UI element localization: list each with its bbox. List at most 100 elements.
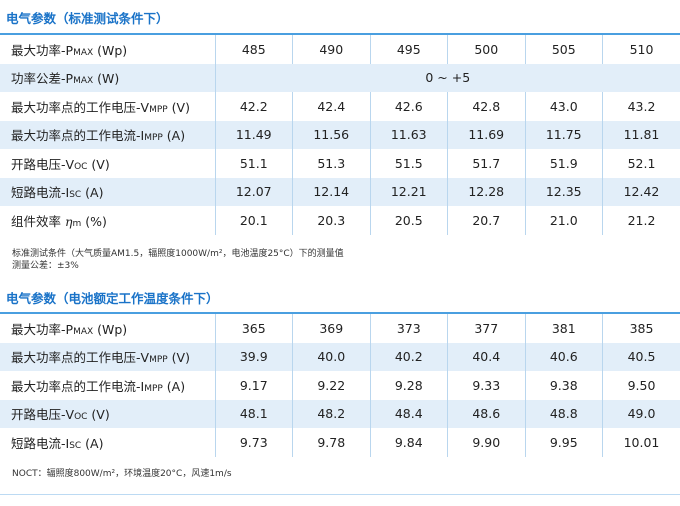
parameter-subscript: MAX <box>73 47 94 58</box>
table-cell: 43.2 <box>602 92 680 121</box>
table-cell: 51.9 <box>524 149 603 178</box>
table-cell: 9.33 <box>447 371 525 400</box>
table-cell: 40.5 <box>602 342 680 371</box>
parameter-label: 最大功率点的工作电压-VMPP (V) <box>0 92 215 121</box>
table-cell: 42.2 <box>214 92 293 121</box>
parameter-subscript: MPP <box>144 133 163 144</box>
parameter-subscript: MPP <box>149 355 168 366</box>
parameter-subscript: OC <box>74 412 88 423</box>
stc-tolerance-note: 测量公差：±3% <box>12 261 79 271</box>
parameter-name: 开路电压-V <box>11 407 75 423</box>
table-cell: 9.73 <box>214 428 293 457</box>
table-cell: 12.28 <box>447 177 525 206</box>
parameter-unit: (V) <box>167 350 190 366</box>
parameter-unit: (V) <box>87 156 110 172</box>
table-row: 短路电流-ISC (A) 12.07 12.14 12.21 12.28 12.35 12.… <box>0 177 680 206</box>
parameter-unit: (V) <box>167 99 190 115</box>
parameter-name: 短路电流-I <box>11 185 70 201</box>
parameter-subscript: MAX <box>73 326 94 337</box>
table-cell: 42.8 <box>447 92 525 121</box>
table-row: 最大功率点的工作电压-VMPP (V) 39.9 40.0 40.2 40.4 40.6 4… <box>0 342 680 371</box>
table-cell: 11.75 <box>524 120 603 149</box>
table-cell: 48.4 <box>369 399 448 428</box>
table-cell: 9.28 <box>369 371 448 400</box>
table-cell: 11.63 <box>369 120 448 149</box>
parameter-name: 功率公差-P <box>11 71 74 87</box>
parameter-label: 最大功率点的工作电压-VMPP (V) <box>0 342 215 371</box>
table-row: 最大功率点的工作电流-IMPP (A) 11.49 11.56 11.63 11.69 1… <box>0 120 680 149</box>
table-cell: 11.49 <box>214 120 293 149</box>
table-row: 组件效率 ηm (%) 20.1 20.3 20.5 20.7 21.0 21.2 <box>0 206 680 235</box>
parameter-name: 短路电流-I <box>11 435 70 451</box>
stc-note: 标准测试条件（大气质量AM1.5，辐照度1000W/m²，电池温度25°C）下的… <box>12 249 344 259</box>
parameter-name: 最大功率点的工作电压-V <box>11 350 150 366</box>
table-cell: 20.1 <box>214 206 293 235</box>
table-cell: 369 <box>292 314 370 343</box>
parameter-unit: (Wp) <box>93 42 128 58</box>
parameter-subscript: MPP <box>144 383 163 394</box>
table-cell: 373 <box>369 314 448 343</box>
table-cell: 385 <box>602 314 680 343</box>
table-row: 功率公差-PMAX (W) 0 ~ +5 <box>0 63 680 92</box>
parameter-name: 最大功率点的工作电流-I <box>11 378 145 394</box>
table-cell: 9.90 <box>447 428 525 457</box>
table-cell: 490 <box>292 35 370 64</box>
table-cell: 40.4 <box>447 342 525 371</box>
stc-top-divider <box>0 33 680 35</box>
parameter-unit: (%) <box>81 213 107 229</box>
parameter-label: 最大功率点的工作电流-IMPP (A) <box>0 371 215 400</box>
table-cell: 48.8 <box>524 399 603 428</box>
parameter-subscript: MAX <box>73 76 94 87</box>
table-cell: 9.84 <box>369 428 448 457</box>
table-cell: 365 <box>214 314 293 343</box>
stc-parameters-table: 最大功率-PMAX (Wp) 485 490 495 500 505 510 功率公差-PMA… <box>0 35 680 235</box>
table-cell: 21.0 <box>524 206 603 235</box>
parameter-unit: (A) <box>81 185 104 201</box>
table-row: 开路电压-VOC (V) 51.1 51.3 51.5 51.7 51.9 52.1 <box>0 149 680 178</box>
parameter-name: 最大功率点的工作电流-I <box>11 128 145 144</box>
table-cell: 9.38 <box>524 371 603 400</box>
table-cell: 12.35 <box>524 177 603 206</box>
parameter-name: 最大功率-P <box>11 42 74 58</box>
table-cell: 510 <box>602 35 680 64</box>
table-cell: 51.5 <box>369 149 448 178</box>
parameter-subscript: SC <box>69 440 82 451</box>
parameter-subscript: m <box>72 218 82 229</box>
table-cell: 51.7 <box>447 149 525 178</box>
noct-note: NOCT：辐照度800W/m²，环境温度20°C，风速1m/s <box>12 469 232 479</box>
parameter-subscript: MPP <box>149 104 168 115</box>
efficiency-symbol: η <box>64 213 73 229</box>
table-row: 最大功率点的工作电流-IMPP (A) 9.17 9.22 9.28 9.33 9.38 9… <box>0 371 680 400</box>
table-cell: 11.56 <box>292 120 370 149</box>
table-cell-merged: 0 ~ +5 <box>214 63 680 92</box>
bottom-divider <box>0 494 680 495</box>
table-cell: 9.50 <box>602 371 680 400</box>
table-cell: 12.07 <box>214 177 293 206</box>
parameter-label: 开路电压-VOC (V) <box>0 399 215 428</box>
table-cell: 500 <box>447 35 525 64</box>
table-cell: 48.1 <box>214 399 293 428</box>
noct-top-divider <box>0 312 680 314</box>
table-cell: 21.2 <box>602 206 680 235</box>
parameter-label: 功率公差-PMAX (W) <box>0 63 215 92</box>
table-cell: 485 <box>214 35 293 64</box>
table-cell: 495 <box>369 35 448 64</box>
parameter-label: 短路电流-ISC (A) <box>0 428 215 457</box>
parameter-label: 组件效率 ηm (%) <box>0 206 215 235</box>
table-cell: 39.9 <box>214 342 293 371</box>
parameter-subscript: OC <box>74 161 88 172</box>
table-cell: 9.17 <box>214 371 293 400</box>
parameter-unit: (A) <box>162 378 186 394</box>
parameter-unit: (W) <box>93 71 120 87</box>
table-cell: 12.21 <box>369 177 448 206</box>
table-cell: 20.7 <box>447 206 525 235</box>
table-cell: 11.81 <box>602 120 680 149</box>
table-cell: 49.0 <box>602 399 680 428</box>
parameter-unit: (Wp) <box>93 321 128 337</box>
table-cell: 11.69 <box>447 120 525 149</box>
parameter-name: 组件效率 <box>11 213 65 229</box>
table-cell: 9.78 <box>292 428 370 457</box>
table-cell: 40.0 <box>292 342 370 371</box>
table-cell: 12.14 <box>292 177 370 206</box>
table-row: 开路电压-VOC (V) 48.1 48.2 48.4 48.6 48.8 49.0 <box>0 399 680 428</box>
